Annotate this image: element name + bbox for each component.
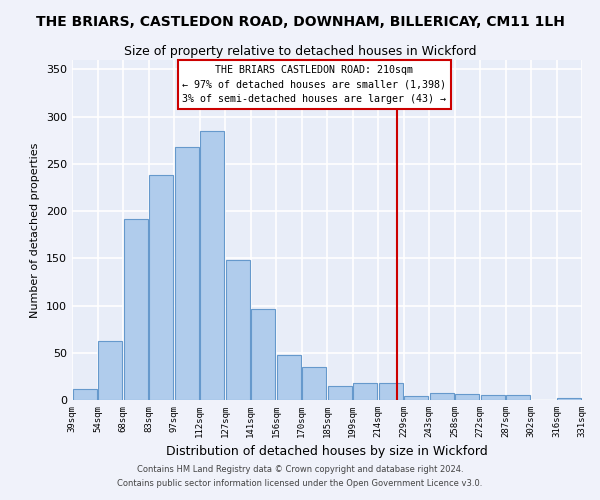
Bar: [175, 147, 199, 400]
Bar: [481, 396, 505, 400]
Text: Contains HM Land Registry data © Crown copyright and database right 2024.
Contai: Contains HM Land Registry data © Crown c…: [118, 466, 482, 487]
Bar: [124, 218, 148, 400]
Bar: [379, 383, 403, 400]
Y-axis label: Number of detached properties: Number of detached properties: [31, 142, 40, 318]
Bar: [328, 386, 352, 400]
Bar: [277, 354, 301, 400]
Bar: [455, 394, 479, 400]
Bar: [557, 398, 581, 400]
Text: THE BRIARS, CASTLEDON ROAD, DOWNHAM, BILLERICAY, CM11 1LH: THE BRIARS, CASTLEDON ROAD, DOWNHAM, BIL…: [35, 15, 565, 29]
Bar: [353, 383, 377, 400]
Bar: [73, 388, 97, 400]
Bar: [404, 396, 428, 400]
Bar: [302, 367, 326, 400]
Bar: [430, 394, 454, 400]
Bar: [149, 175, 173, 400]
Text: THE BRIARS CASTLEDON ROAD: 210sqm
← 97% of detached houses are smaller (1,398)
3: THE BRIARS CASTLEDON ROAD: 210sqm ← 97% …: [182, 64, 446, 104]
Text: Size of property relative to detached houses in Wickford: Size of property relative to detached ho…: [124, 45, 476, 58]
Bar: [226, 260, 250, 400]
X-axis label: Distribution of detached houses by size in Wickford: Distribution of detached houses by size …: [166, 446, 488, 458]
Bar: [200, 131, 224, 400]
Bar: [506, 396, 530, 400]
Bar: [251, 310, 275, 400]
Bar: [98, 342, 122, 400]
